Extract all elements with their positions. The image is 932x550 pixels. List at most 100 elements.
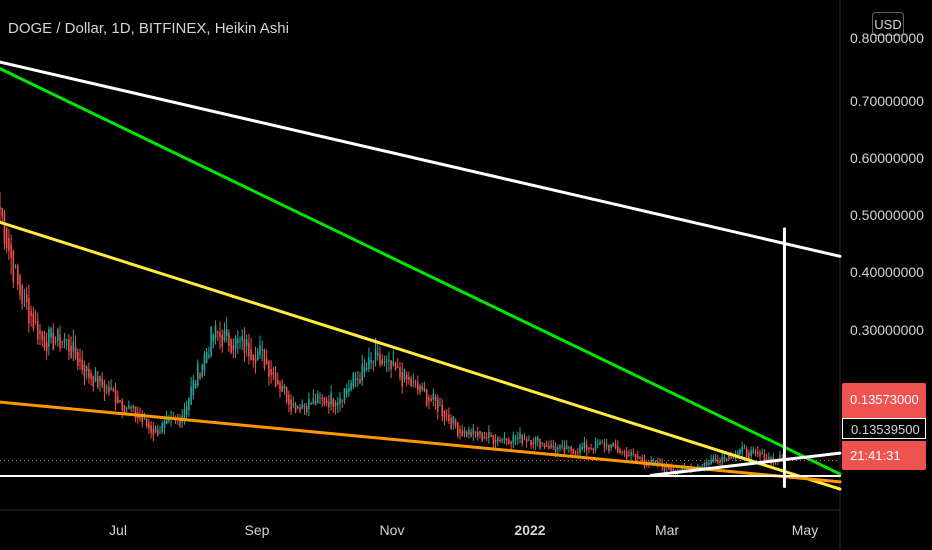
trend-line-green[interactable] — [0, 67, 842, 476]
price-tick-label: 0.30000000 — [850, 322, 924, 338]
candle-body — [545, 445, 548, 447]
candle-body — [703, 462, 706, 467]
candle-body — [388, 359, 390, 362]
candle-body — [608, 444, 610, 452]
candle-body — [381, 359, 383, 365]
candle-body — [519, 432, 521, 439]
currency-button[interactable]: USD — [872, 12, 904, 36]
candle-body — [459, 429, 461, 434]
candle-body — [8, 238, 10, 251]
candle-body — [705, 461, 708, 465]
candle-body — [81, 360, 83, 370]
candle-body — [34, 320, 37, 322]
candle-body — [141, 417, 143, 423]
candle-body — [670, 467, 672, 471]
candle-body — [501, 439, 503, 441]
candle-body — [123, 405, 126, 413]
candle-body — [54, 341, 57, 343]
candle-body — [628, 455, 630, 457]
candle-body — [417, 382, 419, 390]
candle-body — [557, 447, 559, 450]
candle-body — [330, 392, 332, 405]
candle-body — [470, 432, 472, 437]
candle-body — [377, 352, 379, 356]
candle-body — [334, 402, 337, 407]
candle-body — [303, 405, 306, 407]
candle-body — [179, 418, 181, 426]
candle-body — [199, 374, 201, 379]
candle-body — [77, 352, 79, 366]
trend-line-yellow[interactable] — [0, 220, 842, 491]
candle-body — [197, 363, 199, 386]
candle-body — [314, 400, 317, 405]
candle-body — [748, 452, 750, 460]
candle-body — [97, 376, 99, 387]
candle-body — [50, 328, 52, 338]
candle-body — [614, 444, 617, 448]
candle-body — [217, 331, 219, 334]
candle-body — [272, 372, 275, 375]
symbol-title[interactable]: DOGE / Dollar, 1D, BITFINEX, Heikin Ashi — [8, 20, 289, 37]
candle-body — [359, 378, 361, 383]
candle-body — [712, 458, 715, 462]
candle-body — [65, 339, 68, 341]
price-tick-label: 0.40000000 — [850, 264, 924, 280]
trend-line-white-upper[interactable] — [0, 60, 842, 258]
candle-body — [74, 346, 77, 358]
candle-body — [623, 451, 626, 453]
time-tick-label: Sep — [244, 522, 270, 538]
candle-body — [710, 459, 712, 464]
candle-body — [681, 466, 683, 472]
candle-body — [634, 453, 637, 458]
time-tick-label: 2022 — [514, 522, 546, 538]
candle-body — [325, 401, 328, 403]
candle-body — [299, 407, 301, 412]
candle-body — [385, 360, 388, 362]
candle-body — [61, 341, 63, 343]
trend-line-white-support[interactable] — [649, 451, 842, 477]
candle-body — [421, 386, 423, 390]
candle-body — [414, 381, 417, 383]
candle-body — [641, 457, 643, 462]
candle-body — [363, 367, 366, 373]
candle-body — [30, 310, 32, 317]
candle-body — [779, 454, 781, 461]
candle-body — [212, 334, 215, 342]
candle-body — [488, 431, 490, 438]
candle-body — [39, 330, 41, 334]
candle-body — [432, 393, 435, 400]
candle-body — [370, 360, 372, 364]
candle-body — [390, 360, 392, 370]
candle-body — [548, 446, 550, 450]
candle-body — [719, 461, 721, 464]
candle-body — [494, 439, 497, 443]
candle-body — [110, 387, 112, 390]
candle-body — [497, 438, 499, 442]
candle-body — [323, 398, 326, 405]
candle-body — [492, 435, 495, 444]
candle-body — [145, 418, 148, 427]
price-tag-spacer — [842, 410, 926, 419]
candle-body — [28, 298, 30, 324]
candle-body — [530, 440, 532, 446]
candle-body — [512, 434, 515, 443]
candle-body — [117, 396, 119, 404]
candle-body — [572, 448, 575, 455]
trend-lines[interactable] — [0, 60, 842, 491]
candle-body — [543, 443, 546, 447]
candle-body — [154, 426, 157, 433]
candle-body — [223, 330, 226, 341]
candle-body — [588, 447, 590, 449]
candle-body — [737, 452, 739, 457]
candle-body — [1, 207, 3, 217]
candle-body — [625, 451, 628, 459]
candle-body — [288, 394, 290, 405]
candle-body — [383, 361, 386, 363]
candle-body — [88, 368, 90, 378]
candle-body — [505, 438, 508, 441]
candle-body — [312, 398, 315, 404]
candle-body — [672, 469, 675, 472]
candle-body — [410, 378, 412, 387]
